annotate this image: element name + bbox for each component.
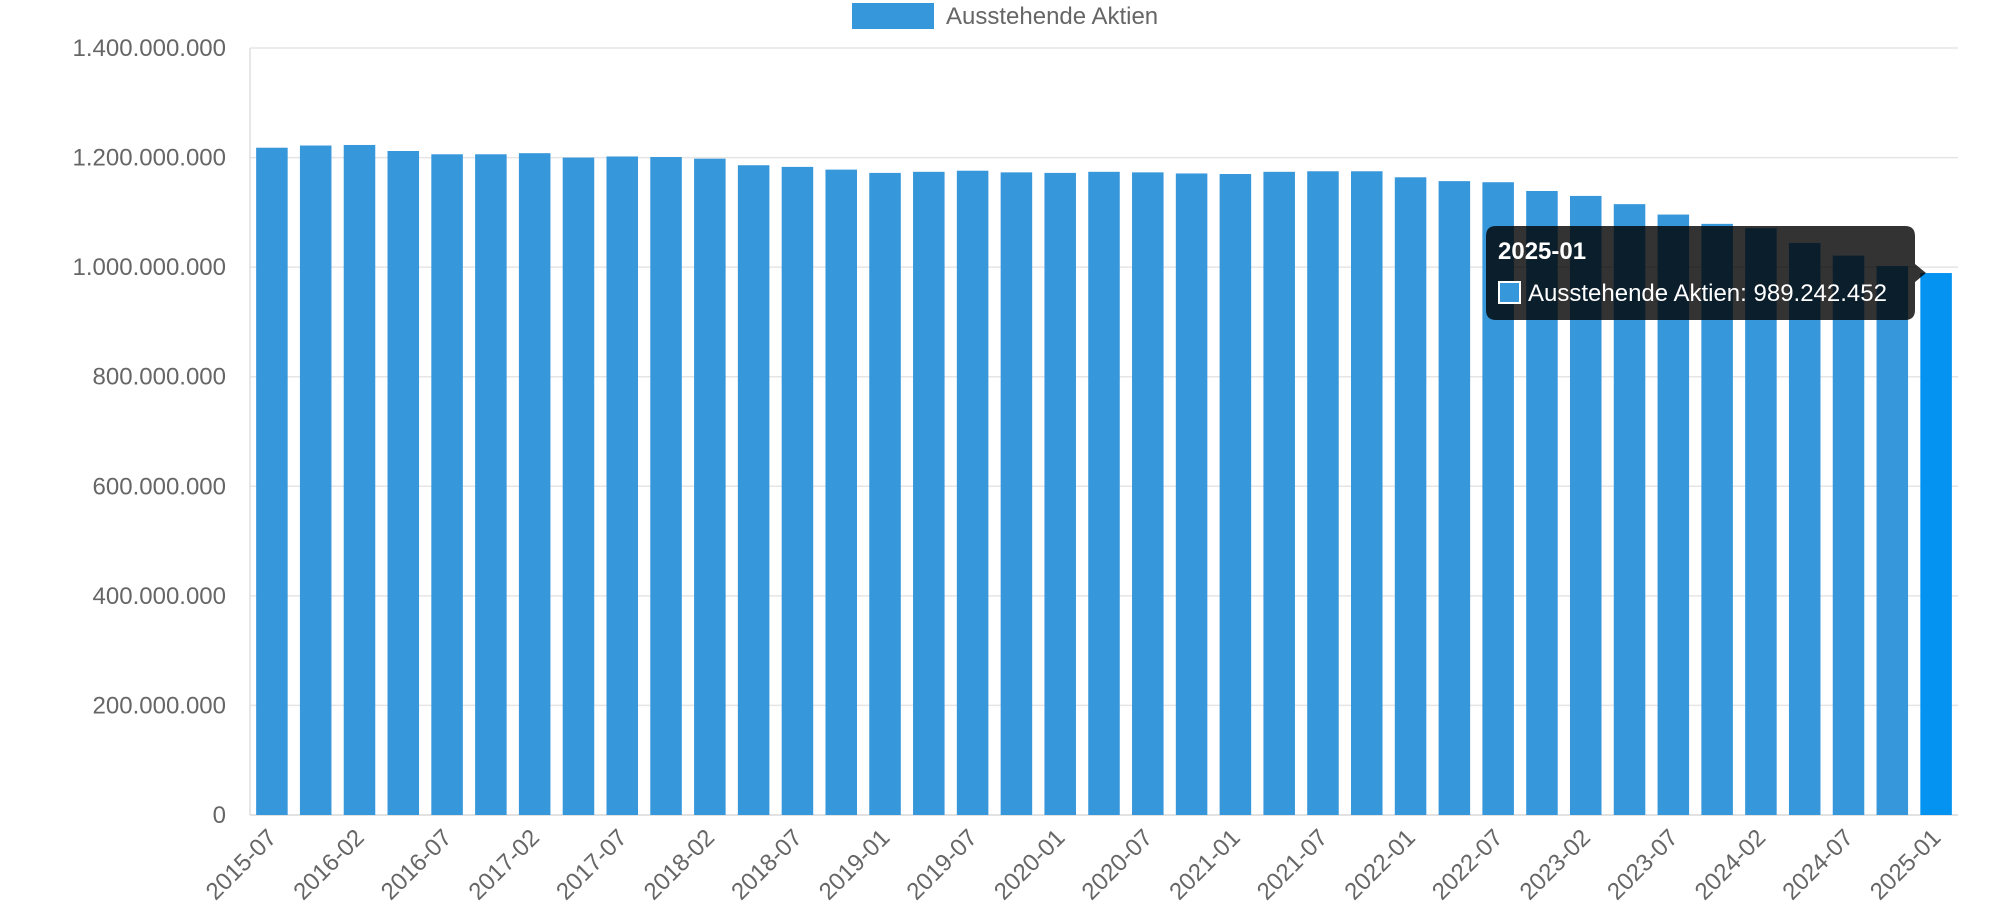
x-tick-label: 2024-02 — [1690, 824, 1771, 905]
bar[interactable] — [1745, 228, 1777, 815]
bar[interactable] — [431, 154, 463, 815]
tooltip-title: 2025-01 — [1498, 238, 1586, 265]
bar[interactable] — [956, 170, 989, 816]
y-tick-label: 200.000.000 — [93, 692, 226, 719]
y-tick-label: 1.400.000.000 — [73, 35, 226, 62]
x-tick-label: 2019-07 — [901, 824, 982, 905]
bar[interactable] — [1219, 174, 1252, 815]
bar[interactable] — [1832, 255, 1865, 815]
x-tick-label: 2019-01 — [814, 824, 895, 905]
x-tick-label: 2025-01 — [1865, 824, 1946, 905]
bar[interactable] — [1876, 266, 1909, 816]
y-tick-label: 400.000.000 — [93, 583, 226, 610]
bar[interactable] — [825, 169, 857, 816]
bar[interactable] — [737, 165, 770, 815]
x-tick-label: 2018-07 — [726, 824, 807, 905]
x-tick-label: 2021-01 — [1164, 824, 1245, 905]
x-tick-label: 2017-07 — [551, 824, 632, 905]
y-tick-label: 800.000.000 — [93, 364, 226, 391]
x-tick-label: 2016-07 — [376, 824, 457, 905]
x-tick-label: 2024-07 — [1777, 824, 1858, 905]
bar[interactable] — [781, 166, 814, 815]
bar[interactable] — [1132, 172, 1164, 815]
x-tick-label: 2017-02 — [464, 824, 545, 905]
x-tick-label: 2021-07 — [1252, 824, 1333, 905]
bar[interactable] — [1351, 171, 1383, 816]
y-axis: 0 200.000.000 400.000.000 600.000.000 800.00… — [73, 35, 226, 829]
bar[interactable] — [299, 145, 332, 816]
x-tick-label: 2018-02 — [639, 824, 720, 905]
bar[interactable] — [562, 157, 595, 816]
bar[interactable] — [343, 144, 376, 816]
legend[interactable]: Ausstehende Aktien — [852, 3, 1158, 30]
bar[interactable] — [1701, 223, 1733, 816]
legend-label: Ausstehende Aktien — [946, 3, 1158, 30]
bar[interactable] — [475, 154, 507, 815]
x-tick-label: 2015-07 — [201, 824, 282, 905]
bar[interactable] — [1044, 172, 1076, 815]
bar[interactable] — [913, 171, 945, 815]
bar[interactable] — [1394, 177, 1427, 815]
x-tick-label: 2023-07 — [1602, 824, 1683, 905]
tooltip-swatch — [1498, 281, 1521, 304]
x-tick-label: 2020-01 — [989, 824, 1070, 905]
bar[interactable] — [256, 147, 288, 815]
tooltip: 2025-01 Ausstehende Aktien: 989.242.452 — [1486, 226, 1926, 320]
bar[interactable] — [694, 158, 726, 816]
x-tick-label: 2022-01 — [1339, 824, 1420, 905]
tooltip-body: Ausstehende Aktien: 989.242.452 — [1528, 280, 1887, 307]
y-tick-label: 1.200.000.000 — [73, 145, 226, 172]
legend-swatch — [852, 3, 934, 29]
bar[interactable] — [1263, 171, 1295, 815]
bar[interactable] — [869, 172, 901, 815]
bar[interactable] — [518, 153, 551, 815]
x-tick-label: 2022-07 — [1427, 824, 1508, 905]
bar[interactable] — [606, 156, 639, 815]
bar[interactable] — [1920, 273, 1952, 815]
x-tick-label: 2023-02 — [1515, 824, 1596, 905]
tooltip-box — [1486, 226, 1926, 320]
x-tick-label: 2016-02 — [288, 824, 369, 905]
bar[interactable] — [1175, 173, 1208, 815]
x-axis: 2015-07 2016-02 2016-07 2017-02 2017-07 2018-… — [201, 824, 1947, 905]
y-tick-label: 1.000.000.000 — [73, 254, 226, 281]
y-tick-label: 600.000.000 — [93, 473, 226, 500]
bar[interactable] — [1788, 243, 1821, 816]
bar[interactable] — [1000, 172, 1033, 815]
bar[interactable] — [1307, 171, 1339, 816]
bar[interactable] — [1438, 181, 1471, 816]
bar[interactable] — [1088, 171, 1120, 815]
y-tick-label: 0 — [213, 802, 226, 829]
x-tick-label: 2020-07 — [1077, 824, 1158, 905]
bar[interactable] — [387, 150, 420, 816]
bar[interactable] — [650, 157, 682, 816]
